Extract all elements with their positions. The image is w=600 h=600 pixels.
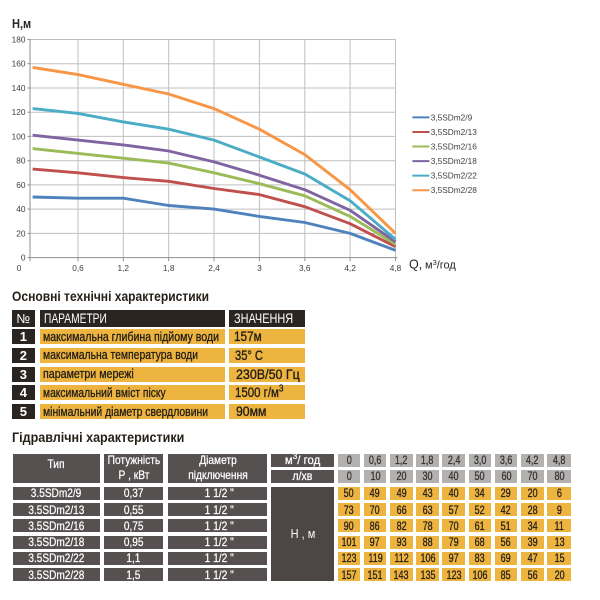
svg-text:3,5SDm2/22: 3,5SDm2/22 bbox=[431, 171, 478, 181]
svg-text:80: 80 bbox=[16, 156, 26, 166]
svg-text:3,5SDm2/9: 3,5SDm2/9 bbox=[431, 112, 473, 122]
svg-text:м3/год: м3/год bbox=[425, 258, 456, 272]
svg-text:Q,: Q, bbox=[409, 257, 422, 271]
svg-text:1,2: 1,2 bbox=[118, 263, 130, 273]
svg-text:3,5SDm2/16: 3,5SDm2/16 bbox=[431, 141, 478, 151]
svg-text:0: 0 bbox=[17, 263, 22, 273]
svg-text:140: 140 bbox=[12, 83, 26, 93]
svg-text:60: 60 bbox=[16, 180, 26, 190]
svg-text:3: 3 bbox=[257, 263, 262, 273]
svg-text:2,4: 2,4 bbox=[208, 263, 220, 273]
svg-text:1,8: 1,8 bbox=[163, 263, 175, 273]
svg-text:160: 160 bbox=[12, 59, 26, 69]
svg-text:Н,м: Н,м bbox=[12, 16, 31, 31]
svg-text:40: 40 bbox=[16, 204, 26, 214]
svg-text:120: 120 bbox=[12, 107, 26, 117]
svg-text:3,6: 3,6 bbox=[299, 263, 311, 273]
svg-text:180: 180 bbox=[12, 34, 26, 44]
svg-text:3,5SDm2/18: 3,5SDm2/18 bbox=[431, 156, 478, 166]
svg-text:0,6: 0,6 bbox=[72, 263, 84, 273]
svg-text:0: 0 bbox=[21, 253, 26, 263]
svg-text:4,2: 4,2 bbox=[344, 263, 356, 273]
svg-text:4,8: 4,8 bbox=[390, 263, 402, 273]
svg-text:3,5SDm2/13: 3,5SDm2/13 bbox=[431, 127, 478, 137]
svg-text:20: 20 bbox=[16, 228, 26, 238]
svg-text:3,5SDm2/28: 3,5SDm2/28 bbox=[431, 185, 478, 195]
svg-text:100: 100 bbox=[12, 131, 26, 141]
